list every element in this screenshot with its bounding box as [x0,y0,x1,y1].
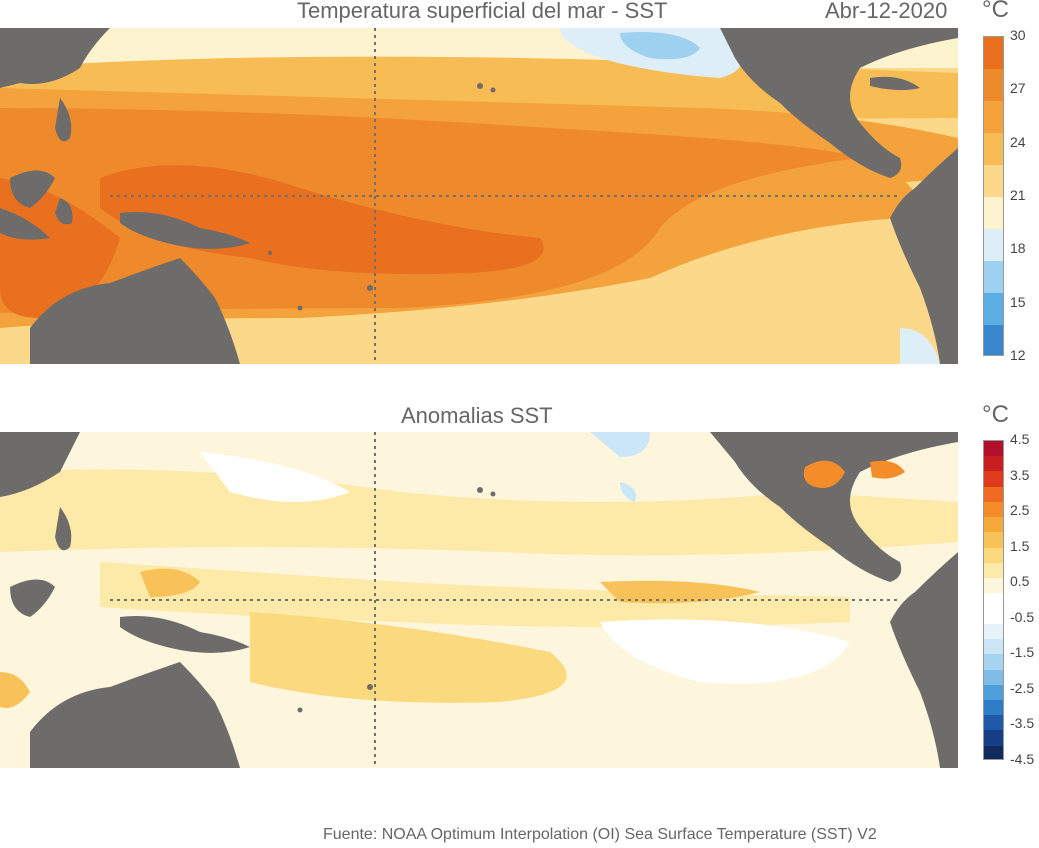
colorbar-swatch [984,69,1003,101]
colorbar-swatch [984,669,1003,685]
colorbar-swatch [984,532,1003,548]
top-unit-label: °C [982,0,1009,23]
colorbar-swatch [984,593,1003,609]
colorbar-swatch [984,229,1003,261]
colorbar-swatch [984,441,1003,457]
data-source-note: Fuente: NOAA Optimum Interpolation (OI) … [323,826,877,843]
colorbar-swatch [984,133,1003,165]
colorbar-tick-label: 3.5 [1010,466,1030,483]
colorbar-tick-label: -0.5 [1010,608,1035,625]
colorbar-tick-label: -4.5 [1010,751,1035,767]
colorbar-tick-label: 18 [1010,240,1026,257]
colorbar-swatch [984,261,1003,293]
anomaly-colorbar [983,440,1004,760]
colorbar-swatch [984,456,1003,472]
colorbar-swatch [984,501,1003,518]
colorbar-swatch [984,715,1003,731]
colorbar-tick-label: 15 [1010,293,1026,310]
anomaly-map [0,432,958,768]
top-map-date: Abr-12-2020 [825,0,948,23]
colorbar-tick-label: -3.5 [1010,715,1035,732]
colorbar-swatch [984,517,1003,533]
colorbar-tick-label: 0.5 [1010,573,1030,590]
colorbar-tick-label: 2.5 [1010,502,1030,519]
sst-colorbar [983,36,1004,356]
colorbar-tick-label: 12 [1010,347,1026,363]
colorbar-swatch [984,101,1003,133]
colorbar-swatch [984,654,1003,670]
colorbar-swatch [984,730,1003,746]
colorbar-swatch [984,699,1003,716]
colorbar-swatch [984,37,1003,69]
colorbar-swatch [984,684,1003,700]
bottom-unit-label: °C [982,401,1009,428]
colorbar-tick-label: 1.5 [1010,537,1030,554]
colorbar-tick-label: -2.5 [1010,679,1035,696]
colorbar-swatch [984,197,1003,229]
colorbar-swatch [984,471,1003,487]
anomaly-map-title: Anomalias SST [401,403,553,428]
colorbar-swatch [984,578,1003,594]
sst-map [0,28,958,364]
colorbar-swatch [984,486,1003,502]
colorbar-swatch [984,325,1003,355]
colorbar-swatch [984,562,1003,579]
colorbar-tick-label: 24 [1010,133,1026,150]
colorbar-tick-label: 4.5 [1010,431,1030,447]
colorbar-tick-label: 30 [1010,27,1026,43]
colorbar-swatch [984,745,1003,759]
top-map-title: Temperatura superficial del mar - SST [297,0,668,23]
colorbar-swatch [984,623,1003,640]
colorbar-tick-label: 27 [1010,80,1026,97]
colorbar-tick-label: 21 [1010,187,1026,203]
colorbar-swatch [984,608,1003,624]
colorbar-tick-label: -1.5 [1010,644,1035,661]
colorbar-swatch [984,293,1003,325]
colorbar-swatch [984,165,1003,197]
colorbar-swatch [984,547,1003,563]
colorbar-swatch [984,639,1003,655]
